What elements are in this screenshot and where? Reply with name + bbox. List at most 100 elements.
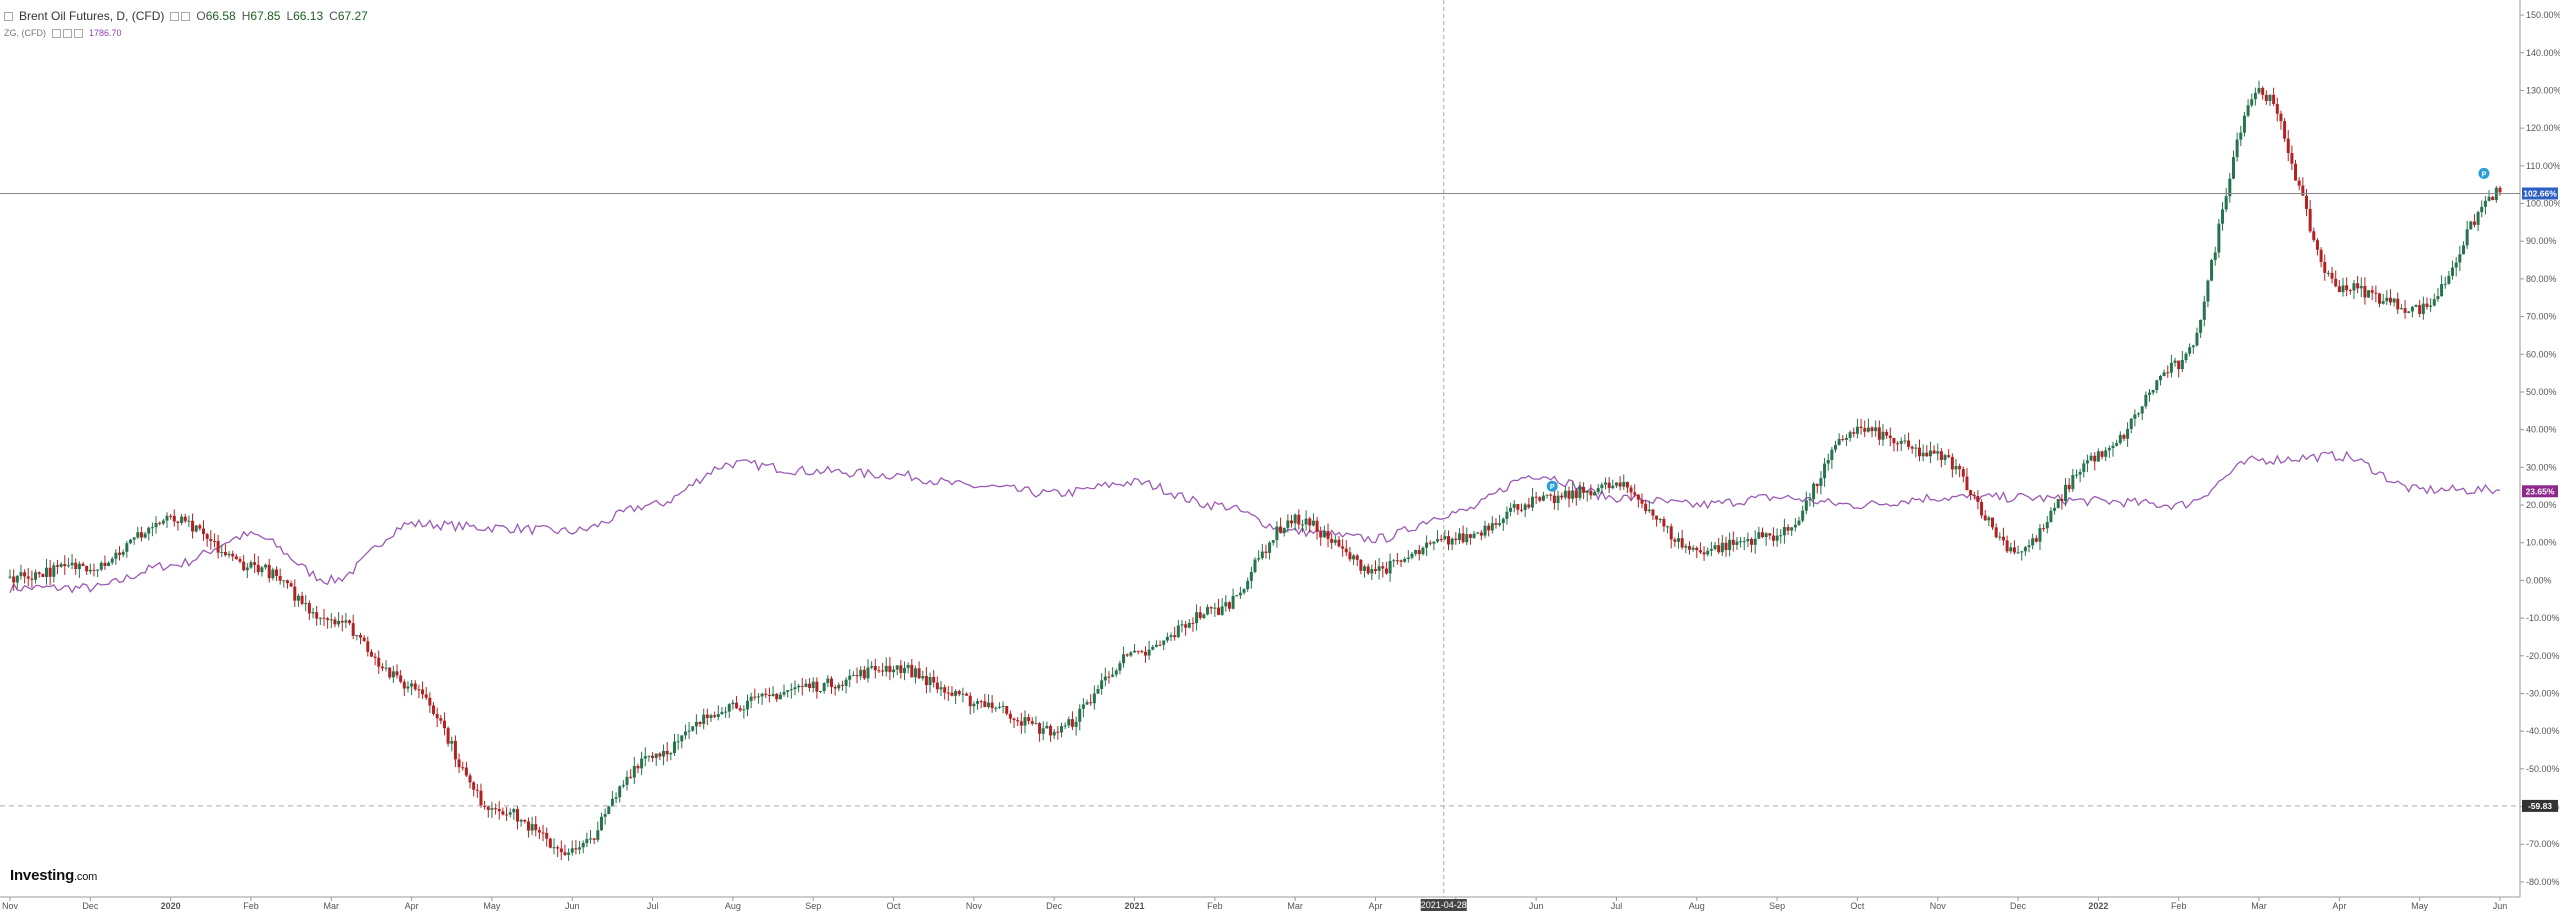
candle-body <box>1505 511 1509 519</box>
candle-body <box>1655 515 1659 520</box>
candle-body <box>2469 221 2473 230</box>
candle-body <box>2330 272 2334 279</box>
candle-body <box>486 806 490 810</box>
candle-body <box>2180 360 2184 370</box>
candle-body <box>735 702 739 709</box>
candle-body <box>2140 406 2144 414</box>
candle-body <box>913 668 917 678</box>
candle-body <box>231 553 235 557</box>
candle-body <box>749 696 753 701</box>
candle-body <box>822 682 826 692</box>
candle-body <box>1633 492 1637 495</box>
compare-settings-icon[interactable] <box>52 28 61 38</box>
candle-body <box>424 694 428 698</box>
y-tick-label: 60.00% <box>2526 349 2557 359</box>
eye-icon[interactable] <box>181 11 191 21</box>
candle-body <box>304 603 308 605</box>
candle-body <box>760 693 764 697</box>
candle-body <box>85 566 89 572</box>
candle-body <box>961 693 965 695</box>
event-marker-icon-glyph: P <box>2482 171 2487 178</box>
candle-body <box>1384 568 1388 574</box>
x-tick-label: Aug <box>725 901 741 911</box>
y-tick-label: 20.00% <box>2526 500 2557 510</box>
candle-body <box>406 686 410 689</box>
candle-body <box>1658 518 1662 520</box>
candle-body <box>687 730 691 732</box>
candle-body <box>683 731 687 736</box>
candle-body <box>242 561 246 571</box>
candle-body <box>329 619 333 621</box>
candle-body <box>530 824 534 831</box>
collapse-legend-icon[interactable] <box>4 11 13 21</box>
compare-remove-icon[interactable] <box>74 28 83 38</box>
candle-body <box>1359 559 1363 571</box>
candle-body <box>2005 540 2009 552</box>
compare-series-value: 1786.70 <box>89 28 122 38</box>
candle-body <box>1078 708 1082 722</box>
candle-body <box>2294 163 2298 181</box>
candle-body <box>1439 539 1443 541</box>
candle-body <box>402 681 406 689</box>
settings-icon[interactable] <box>170 11 180 21</box>
candle-body <box>2177 360 2181 370</box>
candle-body <box>2319 249 2323 262</box>
candle-body <box>1447 536 1451 545</box>
candle-body <box>373 656 377 658</box>
candle-body <box>574 848 578 850</box>
compare-eye-icon[interactable] <box>63 28 72 38</box>
candle-body <box>1180 624 1184 626</box>
candle-body <box>1300 524 1304 526</box>
candle-body <box>446 728 450 744</box>
candle-body <box>2202 301 2206 320</box>
candle-body <box>713 715 717 717</box>
candle-body <box>2206 280 2210 302</box>
x-tick-label: Mar <box>2251 901 2267 911</box>
candle-body <box>107 562 111 566</box>
candle-body <box>892 669 896 673</box>
candle-body <box>1720 542 1724 553</box>
candle-body <box>1406 557 1410 559</box>
candle-body <box>1425 542 1429 548</box>
y-tick-label: 10.00% <box>2526 538 2557 548</box>
crosshair-date-badge <box>1420 899 1467 911</box>
candle-body <box>917 668 921 679</box>
candle-body <box>559 848 563 853</box>
candle-body <box>1698 550 1702 553</box>
candle-body <box>2074 474 2078 476</box>
candle-body <box>380 666 384 669</box>
candle-body <box>1428 542 1432 544</box>
candle-body <box>103 562 107 566</box>
candle-body <box>724 711 728 713</box>
candle-body <box>1516 504 1520 510</box>
candle-body <box>59 564 63 567</box>
candle-body <box>1432 541 1436 544</box>
candle-body <box>815 681 819 692</box>
candle-body <box>1647 509 1651 512</box>
candle-body <box>1162 640 1166 645</box>
candle-body <box>1100 680 1104 689</box>
candle-body <box>2107 447 2111 451</box>
candle-body <box>1764 533 1768 538</box>
candle-body <box>519 819 523 822</box>
candle-body <box>1625 481 1629 488</box>
candle-body <box>307 603 311 614</box>
candle-body <box>753 696 757 698</box>
y-tick-label: 90.00% <box>2526 236 2557 246</box>
candle-body <box>2385 297 2389 302</box>
candle-body <box>1746 538 1750 542</box>
candle-body <box>2191 345 2195 348</box>
candle-body <box>1388 560 1392 574</box>
candle-body <box>391 671 395 678</box>
candle-body <box>1319 531 1323 538</box>
candle-body <box>1545 494 1549 496</box>
candle-body <box>1220 606 1224 615</box>
x-tick-label: Jun <box>1529 901 1544 911</box>
candle-body <box>585 838 589 844</box>
candle-body <box>154 522 158 528</box>
candle-body <box>1651 509 1655 516</box>
candle-body <box>2381 301 2385 304</box>
candle-body <box>1052 731 1056 736</box>
